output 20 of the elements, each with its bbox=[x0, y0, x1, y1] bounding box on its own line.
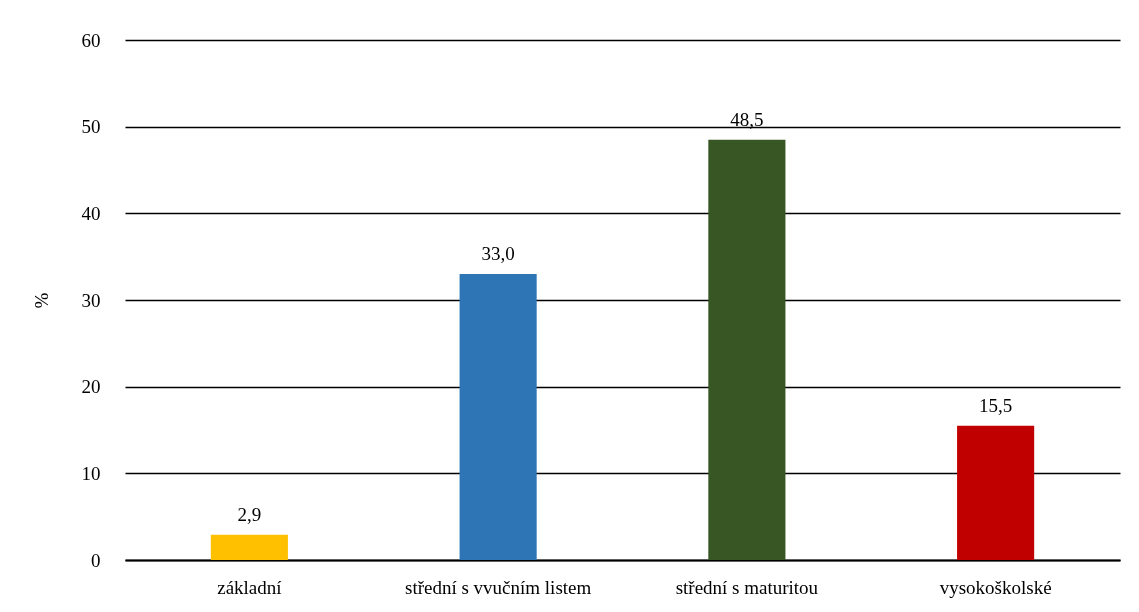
x-tick-label: střední s maturitou bbox=[675, 576, 819, 598]
y-tick-label: 30 bbox=[81, 289, 101, 311]
bar bbox=[708, 139, 786, 560]
data-label: 2,9 bbox=[237, 503, 262, 525]
data-label: 33,0 bbox=[481, 243, 515, 264]
x-tick-label: základní bbox=[217, 576, 283, 598]
y-tick-label: 40 bbox=[81, 202, 101, 224]
data-label: 15,5 bbox=[979, 394, 1013, 416]
y-tick-label: 0 bbox=[91, 549, 101, 571]
y-tick-label: 50 bbox=[81, 116, 101, 138]
y-tick-label: 10 bbox=[81, 462, 101, 484]
y-axis-title: % bbox=[30, 292, 52, 309]
bar bbox=[957, 425, 1035, 560]
x-tick-label: vysokoškolské bbox=[939, 576, 1052, 598]
bar bbox=[210, 534, 288, 560]
y-tick-label: 20 bbox=[81, 376, 101, 398]
bar bbox=[459, 274, 537, 560]
data-label: 48,5 bbox=[730, 108, 764, 130]
y-tick-label: 60 bbox=[81, 29, 101, 51]
x-tick-label: střední s vvučním listem bbox=[404, 576, 592, 598]
